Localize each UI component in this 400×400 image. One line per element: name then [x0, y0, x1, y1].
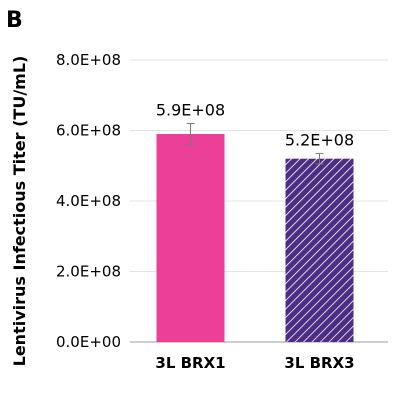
bar: [285, 158, 354, 342]
y-tick-label: 0.0E+00: [56, 333, 121, 351]
category-label: 3L BRX1: [155, 354, 225, 372]
x-axis-categories: 3L BRX1 3L BRX3: [155, 354, 354, 372]
y-axis-ticks: 0.0E+00 2.0E+08 4.0E+08 6.0E+08 8.0E+08: [56, 51, 121, 351]
data-label: 5.2E+08: [285, 130, 354, 149]
y-tick-label: 4.0E+08: [56, 192, 121, 210]
error-bars: [186, 122, 324, 165]
data-label: 5.9E+08: [156, 100, 225, 119]
bar: [156, 134, 225, 342]
bars: [156, 134, 354, 342]
y-tick-label: 6.0E+08: [56, 122, 121, 140]
y-tick-label: 2.0E+08: [56, 263, 121, 281]
y-axis-title: Lentivirus Infectious Titer (TU/mL): [10, 56, 29, 367]
category-label: 3L BRX3: [284, 354, 354, 372]
y-tick-label: 8.0E+08: [56, 51, 121, 69]
panel-label: B: [6, 8, 23, 33]
data-labels: 5.9E+08 5.2E+08: [156, 100, 354, 149]
